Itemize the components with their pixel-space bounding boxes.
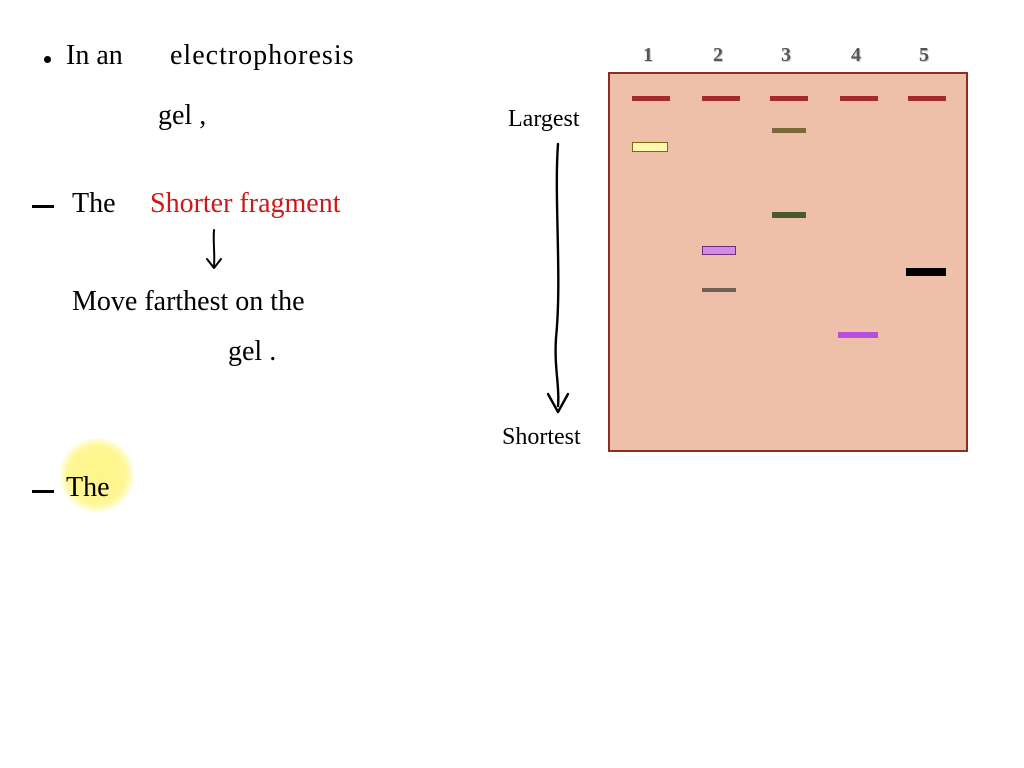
band-lane2-b xyxy=(702,288,736,292)
lane-label-2: 2 xyxy=(703,44,733,67)
lane-label-5: 5 xyxy=(909,44,939,67)
band-lane5-a xyxy=(906,268,946,276)
lane-label-3: 3 xyxy=(771,44,801,67)
well-4 xyxy=(840,96,878,101)
scale-arrow-icon xyxy=(540,138,580,426)
well-1 xyxy=(632,96,670,101)
dash-2 xyxy=(32,490,54,493)
scale-label-shortest: Shortest xyxy=(502,424,581,451)
band-lane3-a xyxy=(772,128,806,133)
note-line6: The xyxy=(66,472,110,504)
note-line1a: In an xyxy=(66,40,123,72)
gel-box xyxy=(608,72,968,452)
well-2 xyxy=(702,96,740,101)
note-line2: gel , xyxy=(158,100,206,132)
note-line1b: electrophoresis xyxy=(170,40,355,72)
band-lane1-a xyxy=(632,142,668,152)
band-lane3-b xyxy=(772,212,806,218)
small-down-arrow-icon xyxy=(200,226,228,276)
band-lane2-a xyxy=(702,246,736,255)
lane-label-4: 4 xyxy=(841,44,871,67)
note-line5: gel . xyxy=(228,336,276,368)
band-lane4-a xyxy=(838,332,878,338)
dash-1 xyxy=(32,205,54,208)
bullet-dot xyxy=(44,56,51,63)
well-5 xyxy=(908,96,946,101)
note-line3-highlight: Shorter fragment xyxy=(150,188,341,220)
note-line4: Move farthest on the xyxy=(72,286,305,318)
note-line3-prefix: The xyxy=(72,188,116,220)
canvas: In an electrophoresis gel , The Shorter … xyxy=(0,0,1024,768)
scale-label-largest: Largest xyxy=(508,106,580,133)
lane-label-1: 1 xyxy=(633,44,663,67)
well-3 xyxy=(770,96,808,101)
